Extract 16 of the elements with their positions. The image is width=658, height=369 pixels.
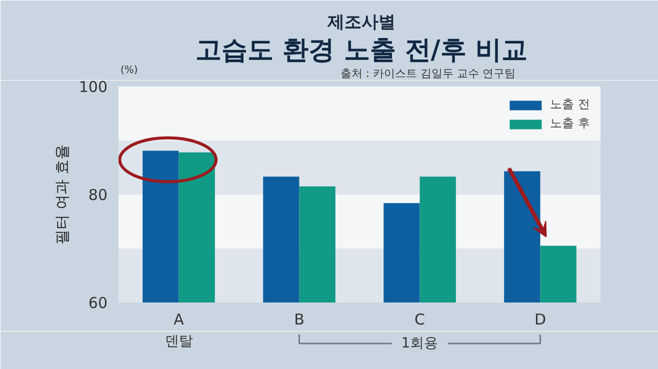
y-tick-label: 60 bbox=[88, 294, 108, 312]
source-note: 출처 : 카이스트 김일두 교수 연구팀 bbox=[340, 67, 516, 80]
text: 덴탈 bbox=[164, 334, 193, 350]
text: 1회용 bbox=[401, 336, 438, 352]
legend-label: 노출 후 bbox=[550, 115, 590, 132]
chart-title: 고습도 환경 노출 전/후 비교 bbox=[196, 36, 528, 66]
y-tick-label: 100 bbox=[78, 78, 108, 96]
text: (%) bbox=[120, 65, 138, 76]
x-tick-label: B bbox=[294, 310, 304, 328]
x-tick-label: A bbox=[174, 310, 185, 328]
x-tick-label: D bbox=[534, 310, 546, 328]
legend-label: 노출 전 bbox=[550, 96, 590, 113]
y-tick-label: 80 bbox=[88, 186, 108, 204]
y-axis-title: 필터 여과 효율 bbox=[52, 144, 71, 244]
chart-subtitle: 제조사별 bbox=[326, 12, 396, 32]
x-tick-label: C bbox=[414, 310, 425, 328]
